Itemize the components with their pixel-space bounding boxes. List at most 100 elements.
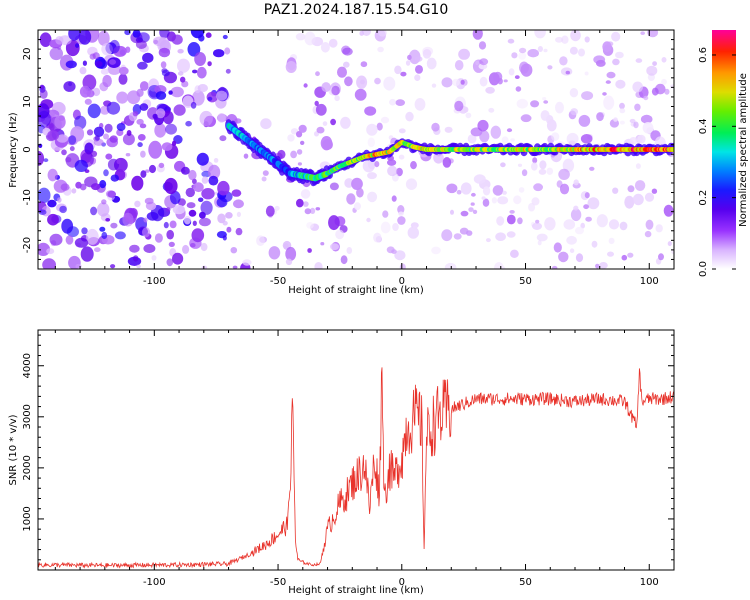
heatmap-blob bbox=[200, 200, 213, 215]
heatmap-blob bbox=[206, 91, 218, 103]
heatmap-blob bbox=[378, 30, 387, 37]
snr-panel: -100 -50 0 50 100 1000 2000 3000 4000 Height of… bbox=[8, 329, 675, 596]
bottom-y-ticks: 1000 2000 3000 4000 bbox=[22, 334, 674, 571]
colorbar: 0.0 0.2 0.4 0.6 Normalized spectral amplitu… bbox=[698, 30, 749, 277]
heatmap-blob bbox=[558, 251, 569, 263]
heatmap-blob bbox=[518, 187, 525, 193]
heatmap-blob bbox=[444, 126, 453, 133]
heatmap-blob bbox=[602, 92, 607, 96]
heatmap-blob bbox=[173, 104, 186, 116]
heatmap-blob bbox=[290, 150, 297, 159]
heatmap-blob bbox=[99, 226, 106, 232]
heatmap-blob bbox=[551, 132, 560, 142]
heatmap-blob bbox=[143, 217, 148, 223]
heatmap-blob bbox=[56, 134, 69, 143]
heatmap-blob bbox=[629, 118, 636, 124]
heatmap-blob bbox=[531, 197, 540, 206]
y-tick-label: 4000 bbox=[22, 353, 33, 378]
heatmap-blob bbox=[343, 61, 350, 68]
heatmap-blob bbox=[334, 95, 340, 102]
heatmap-blob bbox=[158, 47, 171, 58]
heatmap-blob bbox=[231, 189, 242, 197]
heatmap-blob bbox=[190, 101, 197, 109]
heatmap-blob bbox=[366, 123, 378, 136]
heatmap-blob bbox=[81, 227, 88, 235]
heatmap-blob bbox=[344, 76, 353, 87]
heatmap-blob bbox=[518, 52, 527, 60]
heatmap-blob bbox=[97, 202, 110, 217]
heatmap-blob bbox=[329, 182, 339, 191]
heatmap-blob bbox=[547, 65, 553, 70]
heatmap-blob bbox=[105, 153, 113, 160]
heatmap-blob bbox=[482, 198, 490, 207]
heatmap-blob bbox=[140, 150, 146, 158]
heatmap-blob bbox=[170, 190, 181, 205]
heatmap-blob bbox=[225, 212, 233, 219]
heatmap-blob bbox=[415, 65, 423, 74]
heatmap-blob bbox=[39, 89, 48, 99]
heatmap-blob bbox=[414, 98, 426, 111]
heatmap-blob bbox=[400, 71, 407, 77]
heatmap-blob bbox=[193, 182, 204, 193]
heatmap-blob bbox=[517, 163, 523, 167]
heatmap-blob bbox=[268, 246, 281, 260]
heatmap-blob bbox=[198, 217, 211, 227]
heatmap-blob bbox=[182, 244, 190, 254]
heatmap-blob bbox=[479, 58, 489, 66]
heatmap-blob bbox=[296, 149, 303, 155]
heatmap-blob bbox=[478, 41, 487, 50]
heatmap-blob bbox=[256, 235, 265, 246]
heatmap-blob bbox=[486, 238, 491, 243]
heatmap-blob bbox=[570, 108, 578, 116]
heatmap-blob bbox=[91, 183, 101, 191]
heatmap-blob bbox=[619, 102, 625, 110]
heatmap-blob bbox=[154, 123, 167, 138]
heatmap-blob bbox=[328, 215, 340, 231]
heatmap-blob bbox=[374, 161, 380, 168]
heatmap-blob bbox=[166, 229, 174, 240]
heatmap-blob bbox=[515, 86, 522, 92]
colorbar-tick-label: 0.0 bbox=[698, 261, 709, 277]
heatmap-blob bbox=[584, 36, 590, 43]
heatmap-blob bbox=[38, 110, 51, 128]
heatmap-blob bbox=[285, 61, 297, 73]
heatmap-blob bbox=[222, 235, 227, 241]
heatmap-blob bbox=[612, 58, 620, 66]
heatmap-blob bbox=[581, 91, 594, 101]
heatmap-blob bbox=[454, 59, 464, 71]
heatmap-blob bbox=[110, 222, 118, 229]
heatmap-blob bbox=[90, 206, 98, 216]
heatmap-blob bbox=[426, 57, 437, 70]
heatmap-blob bbox=[190, 243, 196, 248]
heatmap-blob bbox=[158, 162, 165, 169]
heatmap-blob bbox=[314, 100, 319, 107]
heatmap-blob bbox=[172, 140, 177, 146]
heatmap-blob bbox=[162, 110, 174, 125]
heatmap-blob bbox=[470, 202, 475, 206]
heatmap-blob bbox=[383, 76, 396, 91]
heatmap-blob bbox=[298, 125, 306, 132]
heatmap-blob bbox=[225, 68, 231, 74]
heatmap-blob bbox=[578, 114, 591, 127]
heatmap-blob bbox=[192, 69, 198, 74]
heatmap-blob bbox=[322, 121, 328, 126]
heatmap-blob bbox=[431, 246, 441, 255]
heatmap-blob bbox=[634, 103, 641, 112]
heatmap-blob bbox=[580, 222, 585, 229]
heatmap-blob bbox=[629, 137, 638, 145]
heatmap-blob bbox=[589, 166, 595, 171]
heatmap-blob bbox=[80, 246, 94, 262]
heatmap-blob bbox=[627, 185, 635, 193]
heatmap-blob bbox=[114, 231, 126, 240]
heatmap-blob bbox=[398, 154, 405, 160]
heatmap-blob bbox=[391, 195, 397, 202]
heatmap-blob bbox=[230, 247, 238, 254]
heatmap-blob bbox=[188, 209, 197, 217]
heatmap-blob bbox=[477, 119, 489, 132]
heatmap-blob bbox=[583, 204, 589, 210]
heatmap-blob bbox=[530, 100, 540, 108]
heatmap-blob bbox=[637, 134, 646, 144]
heatmap-blob bbox=[330, 243, 339, 251]
heatmap-blob bbox=[122, 212, 134, 227]
heatmap-blob bbox=[125, 153, 131, 157]
